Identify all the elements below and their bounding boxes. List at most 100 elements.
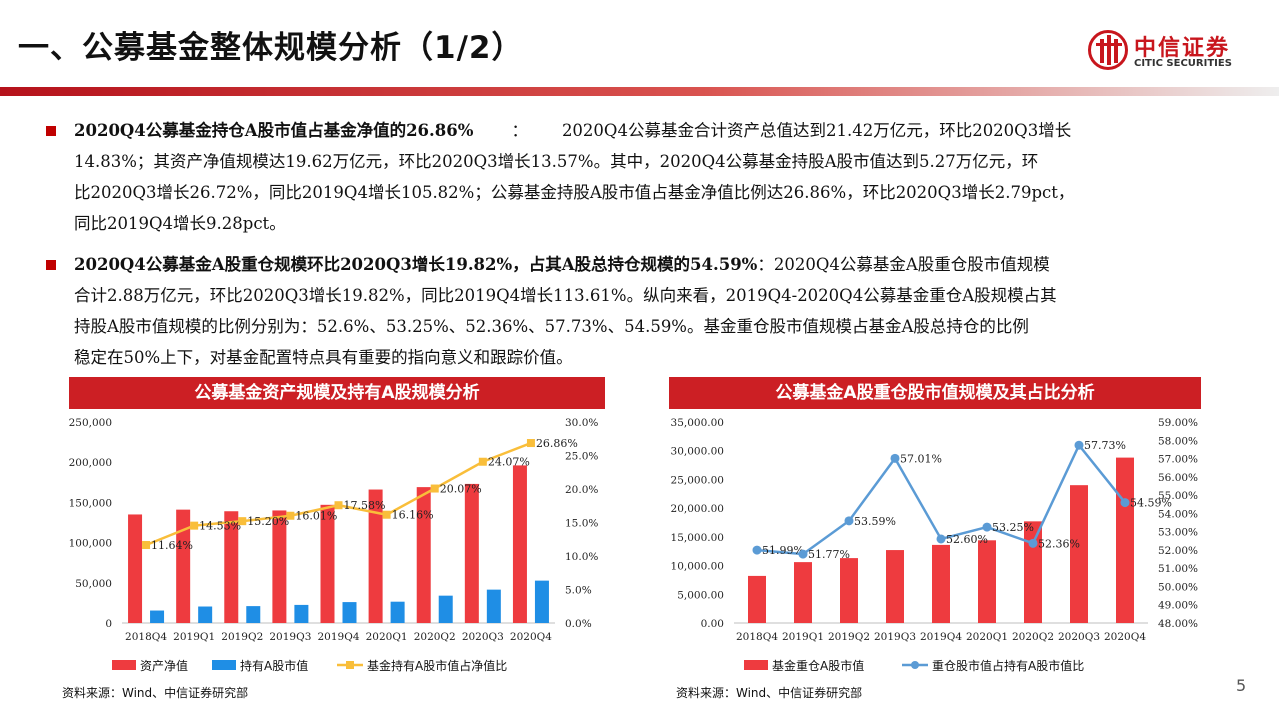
data-label: 24.07% [488,456,530,469]
left-axis-tick-label: 15,000.00 [671,532,724,544]
header-divider-bar [0,87,1279,96]
summary-paragraph-1: 2020Q4公募基金持仓A股市值占基金净值的26.86% ： 2020Q4公募基金合… [74,115,1244,239]
paragraph-line: 2020Q4公募基金持仓A股市值占基金净值的26.86% ： 2020Q4公募基金合… [74,115,1244,146]
left-axis-tick-label: 250,000 [69,417,112,429]
left-axis-tick-label: 30,000.00 [671,446,724,458]
bar-primary [840,558,858,623]
bar-primary [886,550,904,623]
data-label: 20.07% [440,483,482,496]
paragraph-line: 比2020Q3增长26.72%，同比2019Q4增长105.82%；公募基金持股… [74,183,1075,202]
line-point-marker [752,545,762,555]
left-axis-tick-label: 200,000 [69,457,112,469]
right-axis-tick-label: 59.00% [1158,417,1198,429]
right-axis-tick-label: 5.0% [565,585,592,597]
bar-primary [176,509,191,623]
left-axis-tick-label: 100,000 [69,538,112,550]
paragraph-line: 合计2.88万亿元，环比2020Q3增长19.82%，同比2019Q4增长113… [74,286,1057,305]
paragraph-heading: 2020Q4公募基金A股重仓规模环比2020Q3增长19.82%，占其A股总持仓… [74,255,758,274]
paragraph-line: 持股A股市值规模的比例分别为：52.6%、53.25%、52.36%、57.73… [74,317,1029,336]
x-axis-category-label: 2019Q4 [920,631,962,643]
paragraph-separator: ： [757,255,774,274]
bar-primary [978,540,996,623]
line-point-marker [334,501,343,510]
x-axis-category-label: 2020Q2 [1012,631,1054,643]
paragraph-text: 2020Q4公募基金A股重仓股市值规模 [773,255,1050,274]
right-axis-tick-label: 50.00% [1158,581,1198,593]
right-axis-tick-label: 57.00% [1158,454,1198,466]
line-point-marker [844,516,854,526]
right-axis-tick-label: 48.00% [1158,618,1198,630]
bullet-square-icon [46,126,56,136]
data-label: 53.25% [992,521,1034,534]
data-label: 11.64% [151,539,193,552]
chart-heavy-holdings: 0.00 5,000.00 10,000.00 15,000.00 20,000.00 2… [671,417,1199,673]
right-axis-tick-label: 10.0% [565,551,598,563]
legend-label: 资产净值 [140,658,188,673]
legend-label: 基金重仓A股市值 [772,658,864,673]
paragraph-text: 2020Q4公募基金合计资产总值达到21.42万亿元，环比2020Q3增长 [561,121,1072,140]
line-point-marker [1028,538,1038,548]
bar-secondary [198,606,213,623]
right-axis-tick-label: 52.00% [1158,545,1198,557]
bar-primary [368,489,383,623]
x-axis-category-label: 2019Q1 [173,631,215,643]
line-point-marker [190,521,199,530]
x-axis-category-label: 2020Q2 [414,631,456,643]
right-axis-tick-label: 30.0% [565,417,598,429]
right-axis-tick-label: 56.00% [1158,472,1198,484]
x-axis-category-label: 2020Q1 [366,631,408,643]
line-point-marker [982,522,992,532]
left-axis-tick-label: 20,000.00 [671,503,724,515]
legend-label: 基金持有A股市值占净值比 [367,658,507,673]
bar-primary [224,511,239,623]
line-point-marker [1120,498,1130,508]
x-axis-category-label: 2019Q3 [269,631,311,643]
bar-secondary [390,601,405,623]
source-note-right: 资料来源：Wind、中信证券研究部 [676,686,863,700]
data-label: 16.01% [295,510,337,523]
right-axis-tick-label: 25.0% [565,451,598,463]
bar-primary [932,544,950,623]
bar-primary [320,504,335,623]
citic-logo-icon [1088,30,1128,70]
summary-paragraph-2: 2020Q4公募基金A股重仓规模环比2020Q3增长19.82%，占其A股总持仓… [74,249,1244,373]
bar-secondary [534,580,549,623]
bar-primary [794,562,812,623]
legend-label: 重仓股市值占持有A股市值比 [932,658,1084,673]
data-label: 51.99% [762,544,804,557]
bar-secondary [150,610,165,623]
right-axis-tick-label: 58.00% [1158,435,1198,447]
legend-swatch [212,660,236,670]
legend-swatch-marker [346,661,354,669]
chart1-title-bar: 公募基金资产规模及持有A股规模分析 [69,377,605,409]
line-point-marker [382,510,391,519]
chart2-title-bar: 公募基金A股重仓股市值规模及其占比分析 [669,377,1201,409]
x-axis-category-label: 2018Q4 [125,631,167,643]
left-axis-tick-label: 25,000.00 [671,474,724,486]
x-axis-category-label: 2019Q4 [317,631,359,643]
right-axis-tick-label: 20.0% [565,484,598,496]
bar-primary [512,465,527,623]
left-axis-tick-label: 0 [105,618,112,630]
line-point-marker [430,484,439,493]
paragraph-line: 14.83%；其资产净值规模达19.62万亿元，环比2020Q3增长13.57%… [74,152,1039,171]
left-axis-tick-label: 35,000.00 [671,417,724,429]
page-title: 一、公募基金整体规模分析（1/2） [18,30,524,66]
data-label: 51.77% [808,548,850,561]
page-number: 5 [1236,676,1247,695]
right-axis-tick-label: 49.00% [1158,600,1198,612]
right-axis-tick-label: 15.0% [565,518,598,530]
data-label: 52.60% [946,533,988,546]
x-axis-category-label: 2020Q3 [1058,631,1100,643]
paragraph-separator: ： [511,121,528,140]
legend-swatch [112,660,136,670]
data-label: 53.59% [854,515,896,528]
bar-primary [1070,485,1088,623]
line-point-marker [238,517,247,526]
left-axis-tick-label: 50,000 [75,578,112,590]
paragraph-line: 稳定在50%上下，对基金配置特点具有重要的指向意义和跟踪价值。 [74,348,573,367]
bar-primary [1116,457,1134,623]
x-axis-category-label: 2019Q3 [874,631,916,643]
bar-primary [748,575,766,623]
bar-primary [1024,521,1042,623]
